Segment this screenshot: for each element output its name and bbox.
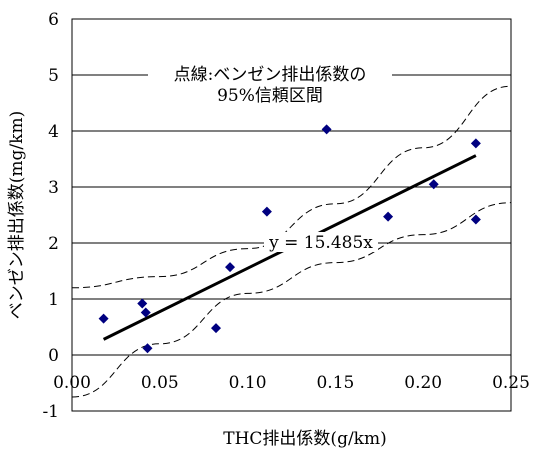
data-point-4 <box>210 323 221 334</box>
confidence-band-upper <box>71 85 512 289</box>
confidence-band-lower <box>71 202 512 398</box>
annotation-line-2: 95%信頼区間 <box>217 86 323 106</box>
regression-label-background <box>264 232 378 252</box>
x-tick-label-1: 0.05 <box>141 373 179 393</box>
x-tick-label-4: 0.20 <box>404 373 442 393</box>
gridlines <box>72 74 511 356</box>
x-axis-label: THC排出係数(g/km) <box>223 429 386 449</box>
data-point-2 <box>140 307 151 318</box>
data-point-3 <box>142 343 153 354</box>
data-point-11 <box>470 214 481 225</box>
y-tick-label-1: 0 <box>48 346 59 366</box>
y-tick-label-0: -1 <box>42 402 59 422</box>
data-point-5 <box>225 262 236 273</box>
y-tick-label-6: 5 <box>48 66 59 86</box>
data-point-7 <box>321 124 332 135</box>
y-tick-label-5: 4 <box>48 122 59 142</box>
plot-area-frame <box>71 18 512 412</box>
y-tick-label-3: 2 <box>48 234 59 254</box>
annotation-line-1: 点線:ベンゼン排出係数の <box>174 65 367 85</box>
x-tick-label-5: 0.25 <box>492 373 530 393</box>
y-tick-label-7: 6 <box>48 10 59 30</box>
data-point-0 <box>98 313 109 324</box>
x-tick-label-2: 0.10 <box>229 373 267 393</box>
data-point-9 <box>428 179 439 190</box>
data-point-6 <box>261 206 272 217</box>
confidence-band <box>71 85 512 398</box>
regression-equation-label: y = 15.485x <box>268 233 373 253</box>
data-points <box>98 124 481 354</box>
data-point-1 <box>137 298 148 309</box>
y-tick-label-2: 1 <box>48 290 59 310</box>
data-point-8 <box>383 211 394 222</box>
y-tick-label-4: 3 <box>48 178 59 198</box>
annotations: 点線:ベンゼン排出係数の 95%信頼区間 y = 15.485x <box>148 64 392 253</box>
x-tick-labels: 0.00 0.05 0.10 0.15 0.20 0.25 <box>53 373 530 393</box>
x-tick-label-0: 0.00 <box>53 373 91 393</box>
annotation-background <box>148 64 392 106</box>
y-axis-label: ベンゼン排出係数(mg/km) <box>7 111 27 319</box>
x-tick-label-3: 0.15 <box>316 373 354 393</box>
data-point-10 <box>470 138 481 149</box>
y-tick-labels: -1 0 1 2 3 4 5 6 <box>42 10 59 422</box>
